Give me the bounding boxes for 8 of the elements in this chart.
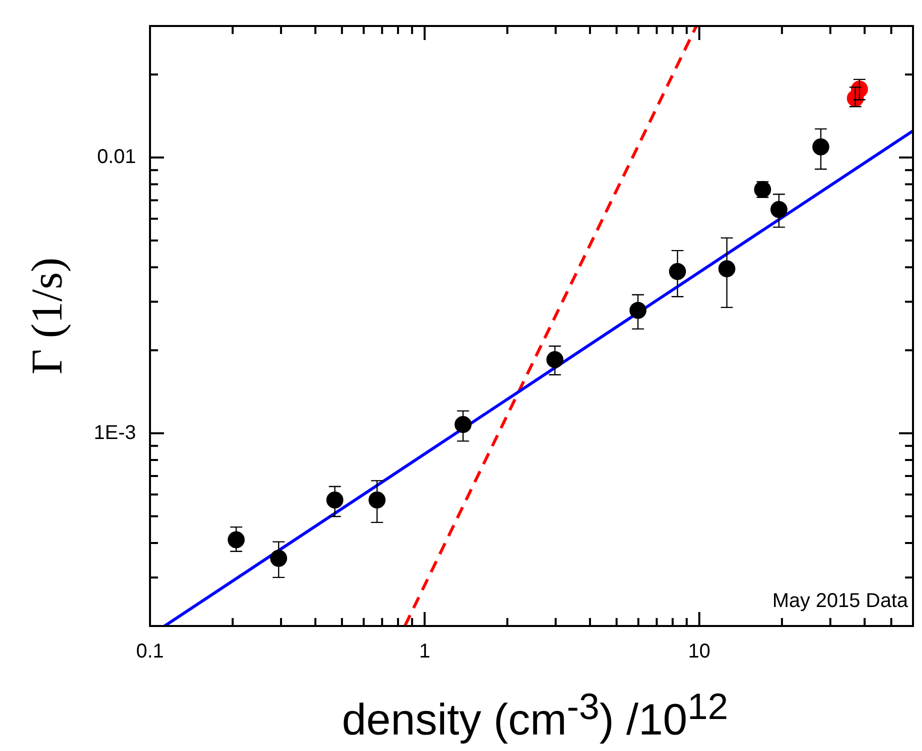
annotation: May 2015 Data — [772, 590, 908, 613]
x-tick-label: 10 — [688, 640, 710, 663]
y-tick-label: 1E-3 — [94, 422, 136, 444]
x-tick-label: 0.1 — [136, 640, 164, 663]
x-axis-title: density (cm$^{-3}$) /10$^{12}$ — [340, 685, 730, 746]
y-tick-label: 0.01 — [97, 146, 136, 168]
x-tick-label: 1 — [419, 640, 430, 663]
y-axis-title: Γ (1/s) — [22, 257, 72, 375]
